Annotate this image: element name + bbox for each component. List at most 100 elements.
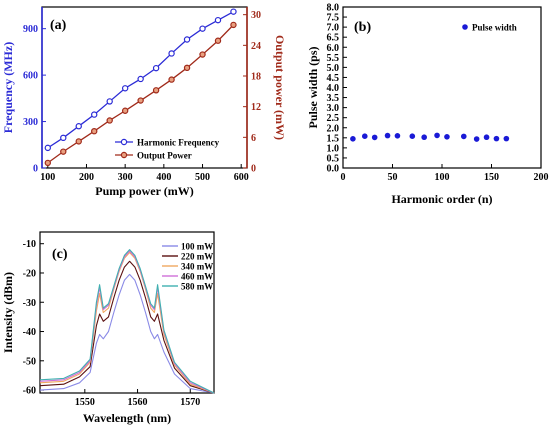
- legend-frequency-marker: [120, 138, 128, 146]
- panel-label: (c): [52, 247, 68, 262]
- x-tick-label: 200: [79, 172, 94, 183]
- y-tick-label: 3.5: [327, 93, 340, 104]
- y-tick-label: 900: [23, 24, 38, 35]
- y-tick-label: 2.5: [327, 113, 340, 124]
- y-tick-label: 5.5: [327, 53, 340, 64]
- output-power-point: [106, 117, 113, 124]
- y-tick-label: 4.0: [327, 83, 340, 94]
- spectrum-line: [39, 249, 215, 394]
- x-axis-label: Wavelength (nm): [83, 411, 171, 425]
- y-right-tick-label: 30: [251, 10, 261, 21]
- frequency-point: [91, 111, 98, 118]
- y-tick-label: 3.0: [327, 103, 340, 114]
- y-tick-label: 7.5: [327, 13, 340, 24]
- panel-label: (b): [354, 20, 371, 35]
- output-power-point: [214, 37, 222, 44]
- y-tick-label: 2.0: [327, 123, 340, 134]
- output-power-point: [183, 64, 191, 72]
- y-tick-label: -40: [23, 327, 36, 338]
- pulse-width-point: [493, 135, 500, 142]
- pulse-width-point: [421, 134, 427, 141]
- frequency-point: [199, 25, 206, 32]
- y-axis-label: Intensity (dBm): [1, 272, 15, 353]
- plot-frame: [39, 231, 215, 394]
- y-tick-label: -20: [23, 268, 36, 279]
- y-right-tick-label: 24: [251, 41, 261, 52]
- x-tick-label: 600: [234, 172, 249, 183]
- spectrum-line: [39, 260, 215, 394]
- x-tick-label: 300: [118, 172, 133, 183]
- output-power-point: [60, 148, 67, 155]
- y-tick-label: 0: [33, 164, 38, 175]
- pulse-width-point: [444, 134, 450, 140]
- output-power-point: [91, 127, 98, 135]
- x-tick-label: 1560: [128, 397, 148, 408]
- legend-label: 340 mW: [181, 262, 213, 272]
- x-tick-label: 400: [156, 172, 171, 183]
- panel-a: 100 200 300 400 500 60003006009000612182430(a…: [1, 6, 287, 198]
- frequency-point: [60, 134, 67, 142]
- pulse-width-point: [473, 136, 480, 142]
- y-tick-label: 0.0: [327, 164, 340, 175]
- legend-power-marker: [120, 151, 128, 159]
- frequency-point: [152, 64, 160, 72]
- x-tick-label: 50: [388, 172, 398, 183]
- pulse-width-point: [409, 133, 416, 140]
- y-tick-label: -60: [23, 386, 36, 397]
- frequency-point: [214, 16, 222, 24]
- y-right-tick-label: 0: [251, 164, 256, 175]
- legend-pulse-marker: [462, 24, 468, 30]
- y-right-tick-label: 6: [251, 133, 256, 144]
- legend-frequency-label: Harmonic Frequency: [137, 138, 220, 148]
- legend-label: 580 mW: [181, 282, 213, 292]
- legend-label: 100 mW: [181, 242, 213, 252]
- frequency-point: [183, 36, 191, 43]
- y-tick-label: -50: [23, 356, 36, 367]
- y-tick-label: 600: [23, 71, 38, 82]
- y-tick-label: -10: [23, 239, 36, 250]
- x-tick-label: 1570: [180, 397, 200, 408]
- pulse-width-point: [434, 132, 440, 139]
- y-tick-label: 300: [23, 117, 38, 128]
- frequency-point: [137, 75, 144, 83]
- frequency-point: [230, 8, 237, 15]
- output-power-point: [44, 159, 52, 167]
- y-tick-label: 5.0: [327, 63, 340, 74]
- pulse-width-point: [350, 136, 356, 142]
- y-tick-label: 1.5: [327, 133, 340, 144]
- panel-c: 1550 1560 1570 -60 -50 -40 -30 -20 -10 (c) 100 mW2…: [1, 231, 215, 425]
- y-tick-label: 4.5: [327, 73, 340, 84]
- output-power-point: [168, 76, 175, 83]
- pulse-width-point: [503, 135, 510, 142]
- output-power-point: [230, 21, 237, 29]
- y-tick-label: 1.0: [327, 143, 340, 154]
- pulse-width-point: [394, 133, 401, 139]
- y-right-tick-label: 12: [251, 102, 261, 113]
- y-axis-label: Frequency (MHz): [1, 42, 15, 133]
- output-power-point: [199, 51, 206, 58]
- y-tick-label: 6.5: [327, 33, 340, 44]
- frequency-point: [106, 98, 113, 105]
- output-power-point: [152, 87, 160, 94]
- legend-label: 460 mW: [181, 272, 213, 282]
- y-tick-label: 8.0: [327, 3, 340, 14]
- frequency-point: [168, 50, 175, 57]
- pulse-width-point: [371, 134, 378, 141]
- pulse-width-point: [483, 134, 490, 141]
- panel-label: (a): [50, 18, 67, 33]
- output-power-point: [75, 138, 82, 145]
- frequency-point: [121, 85, 129, 92]
- y-right-tick-label: 18: [251, 72, 261, 83]
- frequency-point: [44, 144, 52, 152]
- output-power-point: [121, 107, 129, 114]
- x-tick-label: 1550: [75, 397, 95, 408]
- panel-b: 0 50 100 150 200 0.00.51.01.52.02.53.03.54.04…: [306, 3, 549, 207]
- y-tick-label: 0.5: [327, 153, 340, 164]
- x-tick-label: 500: [195, 172, 210, 183]
- x-tick-label: 100: [435, 172, 450, 183]
- x-tick-label: 100: [40, 172, 55, 183]
- y-tick-label: -30: [23, 298, 36, 309]
- legend-power-label: Output Power: [137, 151, 192, 161]
- frequency-point: [75, 123, 82, 130]
